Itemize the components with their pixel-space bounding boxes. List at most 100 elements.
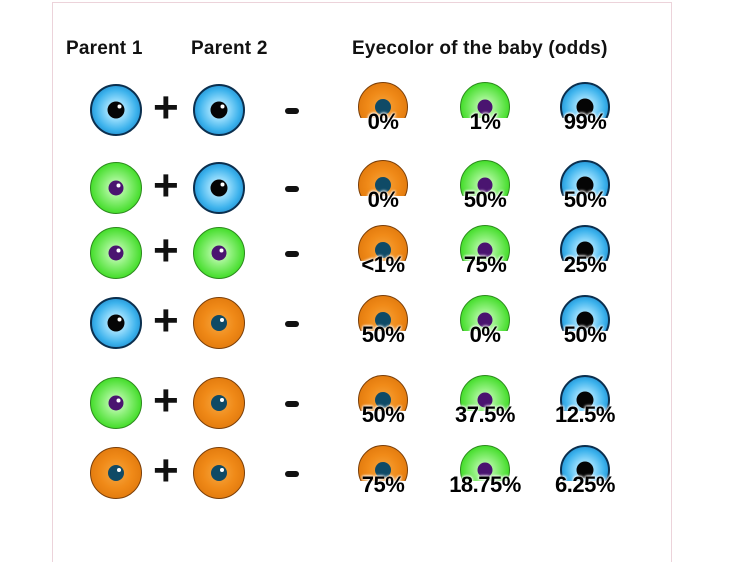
odds-blue-label: 6.25%: [555, 472, 615, 497]
pupil-icon: [107, 101, 125, 119]
pupil-icon: [576, 98, 594, 116]
outcome-green: 50%: [445, 160, 525, 230]
odds-green-label: 0%: [469, 322, 501, 347]
result-separator: [285, 251, 299, 257]
green-eye-half-icon: [460, 445, 510, 481]
pupil-icon: [576, 391, 594, 409]
green-eye-half-icon: [460, 160, 510, 196]
plus-sign: +: [153, 446, 179, 495]
odds-green-label: 37.5%: [455, 402, 515, 427]
outcome-green: 0%: [445, 295, 525, 365]
plus-sign: +: [153, 226, 179, 275]
pupil-icon: [576, 241, 594, 259]
odds-green-label: 18.75%: [449, 472, 521, 497]
odds-brown-label: 50%: [361, 322, 405, 347]
brown-eye-icon: [193, 447, 245, 499]
brown-eye-icon: [193, 297, 245, 349]
blue-eye-half-icon: [560, 295, 610, 331]
header-parent-2: Parent 2: [191, 38, 268, 59]
table-row: +50% 37.5% 12.5%: [0, 375, 736, 445]
brown-eye-icon: [193, 377, 245, 429]
pupil-icon: [477, 99, 493, 115]
blue-eye-icon: [90, 84, 142, 136]
blue-eye-icon: [90, 297, 142, 349]
table-row: +0% 1% 99%: [0, 82, 736, 152]
plus-sign: +: [153, 161, 179, 210]
outcome-brown: 50%: [343, 375, 423, 445]
result-separator: [285, 108, 299, 114]
pupil-icon: [375, 312, 391, 328]
brown-eye-half-icon: [358, 295, 408, 331]
pupil-icon: [211, 465, 227, 481]
outcome-blue: 25%: [545, 225, 625, 295]
blue-eye-half-icon: [560, 445, 610, 481]
header-offspring-odds: Eyecolor of the baby (odds): [352, 38, 608, 59]
green-eye-half-icon: [460, 82, 510, 118]
outcome-blue: 6.25%: [545, 445, 625, 515]
outcome-green: 18.75%: [445, 445, 525, 515]
odds-brown-label: 50%: [361, 402, 405, 427]
outcome-green: 1%: [445, 82, 525, 152]
outcome-brown: 50%: [343, 295, 423, 365]
pupil-icon: [576, 461, 594, 479]
brown-eye-half-icon: [358, 82, 408, 118]
outcome-brown: 0%: [343, 160, 423, 230]
outcome-blue: 12.5%: [545, 375, 625, 445]
blue-eye-icon: [193, 162, 245, 214]
pupil-icon: [477, 312, 493, 328]
pupil-icon: [477, 177, 493, 193]
odds-blue-label: 12.5%: [555, 402, 615, 427]
green-eye-icon: [90, 162, 142, 214]
result-separator: [285, 321, 299, 327]
pupil-icon: [210, 179, 228, 197]
green-eye-half-icon: [460, 295, 510, 331]
outcome-green: 75%: [445, 225, 525, 295]
outcome-blue: 99%: [545, 82, 625, 152]
table-row: +75% 18.75% 6.25%: [0, 445, 736, 515]
table-row: + <1% 75% 25%: [0, 225, 736, 295]
pupil-icon: [576, 311, 594, 329]
pupil-icon: [211, 315, 227, 331]
brown-eye-half-icon: [358, 375, 408, 411]
pupil-icon: [375, 392, 391, 408]
page-frame: [52, 2, 672, 562]
pupil-icon: [576, 176, 594, 194]
result-separator: [285, 471, 299, 477]
result-separator: [285, 186, 299, 192]
outcome-green: 37.5%: [445, 375, 525, 445]
blue-eye-icon: [193, 84, 245, 136]
odds-blue-label: 50%: [563, 187, 607, 212]
odds-brown-label: <1%: [361, 252, 405, 277]
pupil-icon: [210, 101, 228, 119]
plus-sign: +: [153, 83, 179, 132]
pupil-icon: [477, 392, 493, 408]
blue-eye-half-icon: [560, 160, 610, 196]
outcome-brown: <1%: [343, 225, 423, 295]
odds-blue-label: 25%: [563, 252, 607, 277]
header-parent-1: Parent 1: [66, 38, 143, 59]
pupil-icon: [375, 462, 391, 478]
result-separator: [285, 401, 299, 407]
brown-eye-icon: [90, 447, 142, 499]
blue-eye-half-icon: [560, 225, 610, 261]
green-eye-icon: [90, 377, 142, 429]
plus-sign: +: [153, 296, 179, 345]
plus-sign: +: [153, 376, 179, 425]
odds-green-label: 50%: [463, 187, 507, 212]
brown-eye-half-icon: [358, 445, 408, 481]
pupil-icon: [375, 99, 391, 115]
pupil-icon: [211, 245, 227, 261]
odds-brown-label: 75%: [361, 472, 405, 497]
outcome-blue: 50%: [545, 160, 625, 230]
pupil-icon: [108, 180, 124, 196]
odds-green-label: 1%: [469, 109, 501, 134]
pupil-icon: [108, 395, 124, 411]
table-row: +50% 0% 50%: [0, 295, 736, 365]
green-eye-half-icon: [460, 375, 510, 411]
outcome-brown: 75%: [343, 445, 423, 515]
blue-eye-half-icon: [560, 375, 610, 411]
odds-green-label: 75%: [463, 252, 507, 277]
pupil-icon: [107, 314, 125, 332]
green-eye-icon: [90, 227, 142, 279]
outcome-brown: 0%: [343, 82, 423, 152]
